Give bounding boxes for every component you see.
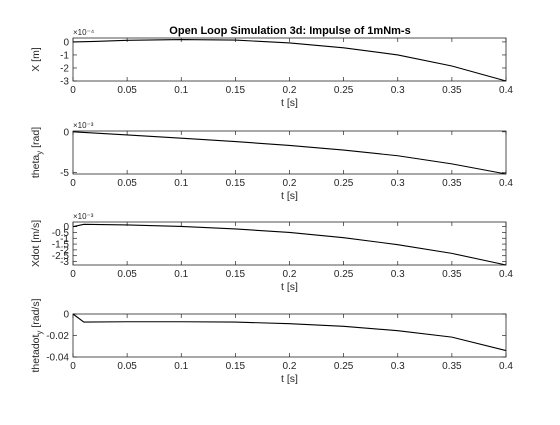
x-tick-label: 0.4 xyxy=(499,178,513,189)
x-tick-label: 0.25 xyxy=(334,269,354,280)
series-line-3 xyxy=(72,223,507,266)
x-tick-label: 0.1 xyxy=(174,178,188,189)
x-axis-label: t [s] xyxy=(281,281,298,293)
x-tick-label: 0.3 xyxy=(391,361,405,372)
x-tick-label: 0.15 xyxy=(226,85,246,96)
plot-area-3 xyxy=(72,221,507,266)
y-axis-label: Xdot [m/s] xyxy=(30,220,42,267)
x-axis-label: t [s] xyxy=(281,97,298,109)
x-tick-label: 0.2 xyxy=(283,361,297,372)
x-tick-label: 0.2 xyxy=(283,85,297,96)
y-tick-label: -2.5 xyxy=(52,251,70,262)
x-tick-label: 0.25 xyxy=(334,361,354,372)
x-tick-label: 0.15 xyxy=(226,178,246,189)
x-axis-label: t [s] xyxy=(281,190,298,202)
x-tick-label: 0 xyxy=(70,178,76,189)
y-tick-label: -1 xyxy=(60,50,69,61)
x-tick-label: 0 xyxy=(70,361,76,372)
series-line-1 xyxy=(72,39,507,82)
x-tick-label: 0.3 xyxy=(391,269,405,280)
y-axis-label: thetay [rad] xyxy=(30,127,44,178)
x-tick-label: 0.3 xyxy=(391,85,405,96)
y-tick-label: -1 xyxy=(60,234,69,245)
x-tick-label: 0.4 xyxy=(499,361,513,372)
y-exponent-label: ×10⁻⁴ xyxy=(73,28,95,37)
y-tick-label: 0 xyxy=(63,222,69,233)
plot-area-2 xyxy=(72,130,507,175)
y-tick-label: -0.04 xyxy=(46,353,69,364)
plot-area-1 xyxy=(72,37,507,82)
x-tick-label: 0.35 xyxy=(442,361,462,372)
y-axis-label: X [m] xyxy=(30,47,42,72)
y-tick-label: -1.5 xyxy=(52,240,70,251)
figure-title: Open Loop Simulation 3d: Impulse of 1mNm… xyxy=(169,25,410,37)
x-tick-label: 0.05 xyxy=(117,361,137,372)
x-tick-label: 0.05 xyxy=(117,269,137,280)
x-tick-label: 0.4 xyxy=(499,269,513,280)
x-tick-label: 0.05 xyxy=(117,85,137,96)
y-exponent-label: ×10⁻³ xyxy=(73,121,94,130)
y-tick-label: -0.5 xyxy=(52,228,70,239)
x-tick-label: 0.25 xyxy=(334,178,354,189)
y-tick-label: -2 xyxy=(60,63,69,74)
y-tick-label: -2 xyxy=(60,245,69,256)
series-line-4 xyxy=(72,313,507,352)
x-tick-label: 0.2 xyxy=(283,178,297,189)
x-tick-label: 0.2 xyxy=(283,269,297,280)
x-tick-label: 0.3 xyxy=(391,178,405,189)
x-tick-label: 0.15 xyxy=(226,361,246,372)
x-tick-label: 0.35 xyxy=(442,85,462,96)
y-tick-label: 0 xyxy=(63,37,69,48)
x-tick-label: 0.25 xyxy=(334,85,354,96)
x-tick-label: 0.1 xyxy=(174,361,188,372)
x-tick-label: 0 xyxy=(70,85,76,96)
y-axis-label: thetadoty [rad/s] xyxy=(30,298,44,372)
y-tick-label: -3 xyxy=(60,257,69,268)
x-tick-label: 0.35 xyxy=(442,178,462,189)
x-tick-label: 0 xyxy=(70,269,76,280)
x-tick-label: 0.4 xyxy=(499,85,513,96)
x-axis-label: t [s] xyxy=(281,373,298,385)
x-tick-label: 0.1 xyxy=(174,269,188,280)
x-tick-label: 0.1 xyxy=(174,85,188,96)
y-tick-label: -0.02 xyxy=(46,331,69,342)
y-tick-label: -5 xyxy=(60,168,69,179)
x-tick-label: 0.35 xyxy=(442,269,462,280)
y-tick-label: -3 xyxy=(60,77,69,88)
x-tick-label: 0.05 xyxy=(117,178,137,189)
series-line-2 xyxy=(72,131,507,175)
x-tick-label: 0.15 xyxy=(226,269,246,280)
y-exponent-label: ×10⁻³ xyxy=(73,212,94,221)
y-tick-label: 0 xyxy=(63,127,69,138)
y-tick-label: 0 xyxy=(63,310,69,321)
